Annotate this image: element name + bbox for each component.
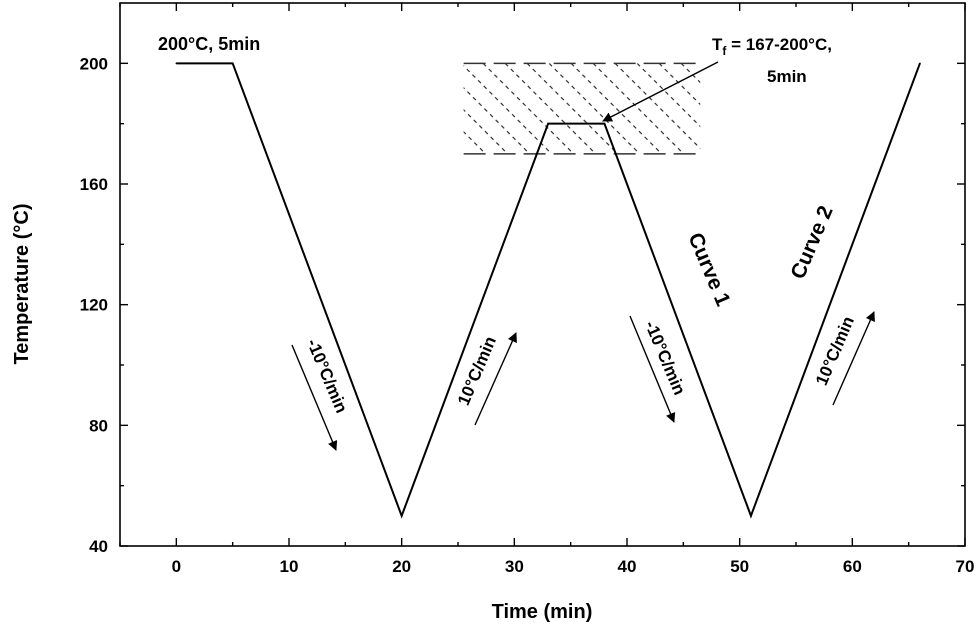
hatch-line (463, 152, 465, 154)
x-tick-label: 10 (280, 557, 299, 576)
profile-vertex (175, 62, 178, 65)
hatch-line (482, 63, 575, 154)
x-tick-label: 60 (843, 557, 862, 576)
x-tick-label: 70 (956, 557, 975, 576)
x-tick-label: 40 (618, 557, 637, 576)
hatch-line (658, 63, 701, 106)
tf-annotation-rest: = 167-200°C, (726, 35, 832, 54)
hatch-line (463, 130, 487, 154)
y-tick-label: 160 (80, 175, 108, 194)
hatch-line (504, 63, 597, 154)
tf-annotation-line2: 5min (767, 67, 807, 86)
tf-annotation-t: T (712, 35, 723, 54)
y-tick-label: 40 (89, 537, 108, 556)
y-tick-label: 120 (80, 296, 108, 315)
y-tick-label: 200 (80, 54, 108, 73)
x-axis-title: Time (min) (492, 601, 593, 623)
hold-annotation: 200°C, 5min (158, 34, 260, 54)
rate4-label: 10°C/min (812, 314, 858, 389)
hatch-line (680, 63, 701, 84)
x-tick-label: 0 (172, 557, 181, 576)
profile-vertex (231, 62, 234, 65)
hatch-line (570, 63, 663, 154)
hatch-line (636, 63, 701, 128)
profile-vertex (919, 62, 921, 65)
tf-annotation-sub: f (722, 44, 727, 58)
rate1-label: -10°C/min (303, 336, 351, 416)
rate1-arrow (291, 344, 338, 451)
tf-hatch (463, 63, 701, 154)
curve1-label: Curve 1 (683, 230, 734, 310)
hatch-line (548, 63, 641, 154)
hatch-line (614, 63, 701, 150)
axis-ticks: 0 10 20 30 40 50 60 70 40 80 120 160 200 (80, 3, 975, 576)
profile-vertex (400, 515, 403, 517)
tf-pointer-arrow (602, 61, 719, 122)
temperature-profile-line (176, 62, 921, 519)
x-tick-label: 20 (392, 557, 411, 576)
plot-frame (119, 2, 966, 547)
tf-region (463, 62, 701, 155)
profile-vertex (547, 122, 549, 125)
hatch-line (463, 86, 531, 154)
profile-vertex (750, 515, 752, 517)
rate2-arrow (474, 332, 517, 426)
hatch-line (592, 63, 685, 154)
rate2-label: 10°C/min (454, 334, 500, 409)
rate3-arrow (629, 315, 676, 423)
x-tick-label: 50 (730, 557, 749, 576)
profile-vertex (603, 122, 606, 125)
series-group (175, 62, 921, 519)
hatch-line (526, 63, 619, 154)
hatch-line (463, 64, 553, 154)
x-tick-label: 30 (505, 557, 524, 576)
rate4-arrow (832, 311, 875, 406)
curve2-label: Curve 2 (786, 203, 837, 283)
tf-annotation: Tf = 167-200°C, (712, 35, 832, 58)
hatch-line (463, 108, 509, 154)
y-axis-title: Temperature (°C) (11, 204, 33, 365)
y-tick-label: 80 (89, 416, 108, 435)
